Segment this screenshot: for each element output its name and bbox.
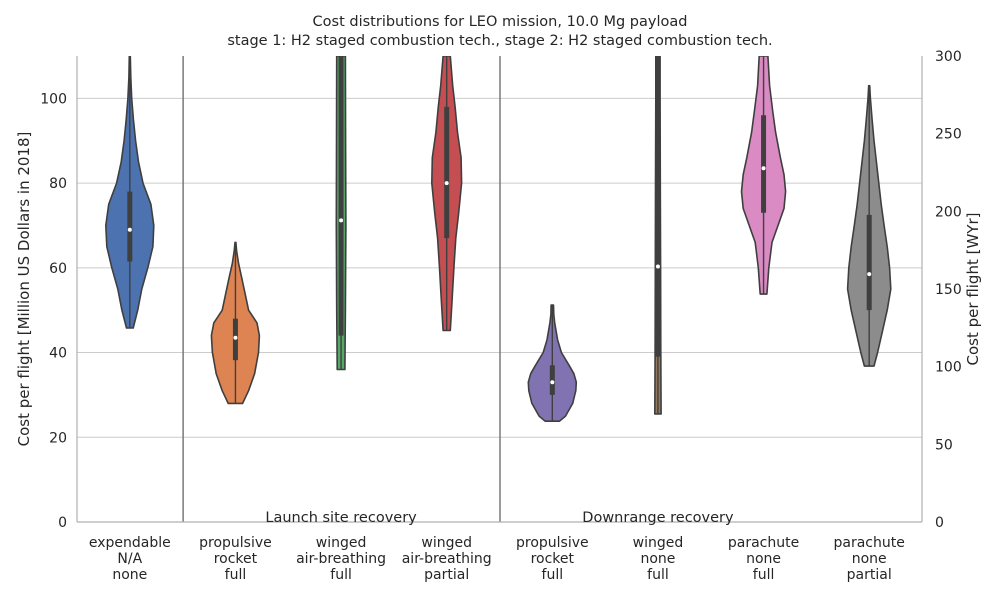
x-tick-label: partial: [424, 567, 469, 583]
violin-median-point: [339, 218, 344, 223]
x-tick-label: rocket: [214, 551, 258, 567]
y-axis-label-right: Cost per flight [WYr]: [964, 213, 982, 366]
x-tick-label: parachute: [834, 535, 905, 551]
x-tick-label: none: [746, 551, 781, 567]
x-tick-label: rocket: [531, 551, 575, 567]
y-tick-label-left: 60: [49, 261, 67, 277]
x-tick-label: expendable: [89, 535, 171, 551]
y-tick-label-left: 20: [49, 430, 67, 446]
chart-title-line-1: Cost distributions for LEO mission, 10.0…: [312, 14, 688, 30]
violin-median-point: [655, 264, 660, 269]
y-tick-label-left: 40: [49, 346, 67, 362]
violin-median-point: [233, 335, 238, 340]
x-tick-label: propulsive: [199, 535, 272, 551]
violins-group: [105, 56, 892, 422]
y-tick-label-right: 150: [935, 282, 962, 298]
y-axis-label-left: Cost per flight [Million US Dollars in 2…: [15, 132, 33, 447]
y-tick-label-left: 80: [49, 176, 67, 192]
x-tick-label: winged: [316, 535, 367, 551]
x-tick-label: none: [852, 551, 887, 567]
group-label: Launch site recovery: [265, 510, 417, 526]
violin-median-point: [127, 227, 132, 232]
violin-median-point: [550, 380, 555, 385]
y-tick-label-right: 300: [935, 49, 962, 65]
x-tick-label: full: [647, 567, 669, 583]
y-tick-label-right: 0: [935, 515, 944, 531]
x-tick-label: winged: [633, 535, 684, 551]
x-tick-label: N/A: [117, 551, 142, 567]
x-tick-label: air-breathing: [402, 551, 492, 567]
x-tick-label: air-breathing: [296, 551, 386, 567]
y-tick-label-left: 0: [58, 515, 67, 531]
x-tick-label: full: [753, 567, 775, 583]
y-tick-label-right: 200: [935, 204, 962, 220]
violin-median-point: [867, 272, 872, 277]
y-tick-label-right: 50: [935, 437, 953, 453]
x-tick-label: partial: [847, 567, 892, 583]
x-tick-label: full: [542, 567, 564, 583]
x-tick-label: propulsive: [516, 535, 589, 551]
y-tick-label-left: 100: [40, 91, 67, 107]
y-tick-label-right: 100: [935, 360, 962, 376]
violin-median-point: [761, 166, 766, 171]
chart-title-line-2: stage 1: H2 staged combustion tech., sta…: [227, 33, 773, 49]
x-tick-label: full: [225, 567, 247, 583]
x-tick-label: full: [330, 567, 352, 583]
x-tick-label: parachute: [728, 535, 799, 551]
y-tick-label-right: 250: [935, 127, 962, 143]
violin-median-point: [444, 181, 449, 186]
x-tick-label: none: [112, 567, 147, 583]
x-tick-label: winged: [421, 535, 472, 551]
group-label: Downrange recovery: [582, 510, 734, 526]
x-tick-label: none: [640, 551, 675, 567]
